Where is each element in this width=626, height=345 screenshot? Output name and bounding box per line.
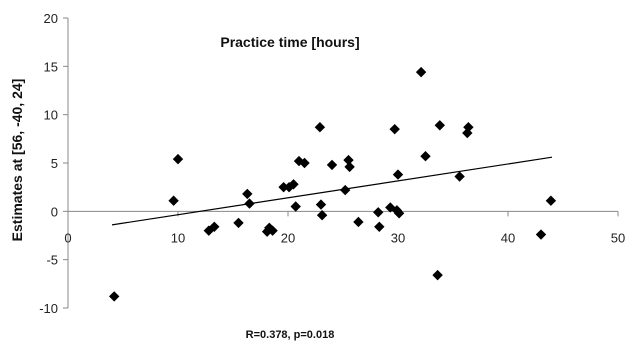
data-point [326,159,338,171]
data-point [432,269,443,281]
data-point [393,208,405,219]
data-point [267,225,278,236]
data-point [415,66,427,78]
y-tick-label: 20 [44,11,58,26]
data-point [299,157,310,169]
data-point [315,199,327,210]
data-point [340,184,351,196]
data-point [344,161,355,173]
data-point [168,195,179,206]
data-point [288,179,299,190]
data-point [389,123,400,135]
y-axis-label: Estimates at [56, -40, 24] [9,79,25,242]
y-tick-label: 0 [51,204,58,219]
data-point [392,169,404,180]
x-tick-label: 0 [64,230,71,245]
x-tick-label: 50 [611,230,625,245]
data-point [462,127,473,139]
data-points [109,66,557,302]
data-point [264,222,275,233]
trendline [111,156,553,226]
y-tick-labels: -10 -5 0 5 10 15 20 [39,11,58,316]
data-point [434,120,445,131]
data-point [373,207,384,218]
data-point [242,188,253,200]
data-point [316,210,328,221]
data-point [244,198,255,209]
y-tick-label: -5 [46,253,58,268]
data-point [353,216,364,228]
data-point [343,154,354,166]
data-point [463,122,474,133]
data-point [172,153,184,165]
data-point [535,229,547,240]
x-tick-labels: 0 10 20 30 40 50 [64,230,625,245]
data-point [454,171,465,182]
data-point [278,181,289,193]
chart-axes [63,17,619,309]
y-tick-label: -10 [39,301,58,316]
data-point [374,221,385,232]
correlation-stat-label: R=0.378, p=0.018 [246,329,335,341]
y-tick-label: 5 [51,156,58,171]
data-point [109,291,120,302]
x-tick-label: 30 [391,230,405,245]
chart-title: Practice time [hours] [220,34,359,50]
data-point [314,122,326,133]
data-point [545,195,557,206]
data-point [420,151,431,162]
x-tick-label: 10 [171,230,185,245]
x-tick-label: 20 [281,230,295,245]
y-tick-label: 15 [44,59,58,74]
y-tick-label: 10 [44,108,58,123]
data-point [290,201,301,212]
data-point [233,217,244,229]
x-tick-label: 40 [501,230,515,245]
data-point [209,221,220,232]
